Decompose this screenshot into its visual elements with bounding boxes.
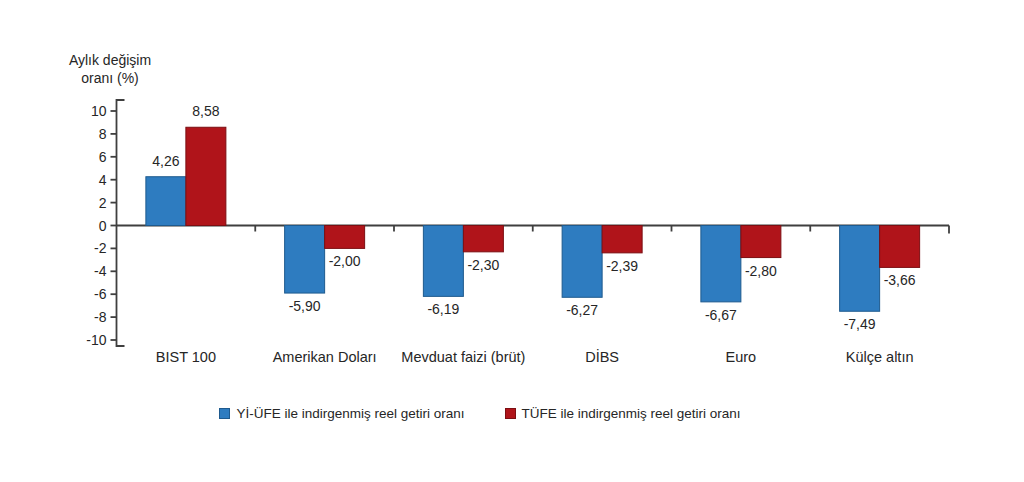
legend-swatch	[505, 408, 516, 419]
bar-value-label: -7,49	[844, 316, 876, 332]
x-axis-category-label: Amerikan Doları	[273, 349, 377, 365]
legend-label: Yİ-ÜFE ile indirgenmiş reel getiri oranı	[236, 406, 464, 421]
y-axis-tick-label: -8	[94, 309, 107, 325]
y-axis-tick-label: 2	[99, 195, 107, 211]
legend-item: TÜFE ile indirgenmiş reel getiri oranı	[505, 406, 741, 421]
y-axis-tick-label: 10	[91, 103, 107, 119]
bar-value-label: -2,39	[606, 258, 638, 274]
x-axis-category-label: BIST 100	[156, 349, 216, 365]
bar-value-label: -2,00	[329, 253, 361, 269]
bar-value-label: -6,19	[427, 301, 459, 317]
chart-legend: Yİ-ÜFE ile indirgenmiş reel getiri oranı…	[0, 406, 960, 421]
y-axis-tick-label: -6	[94, 286, 107, 302]
bar-series-1	[146, 177, 186, 226]
legend-label: TÜFE ile indirgenmiş reel getiri oranı	[522, 406, 741, 421]
bar-value-label: -2,80	[745, 263, 777, 279]
y-axis-tick-label: 0	[99, 218, 107, 234]
y-axis-tick-label: -2	[94, 240, 107, 256]
x-axis-category-label: Mevduat faizi (brüt)	[401, 349, 525, 365]
bar-value-label: -6,27	[566, 302, 598, 318]
bar-value-label: -2,30	[467, 257, 499, 273]
bar-series-1	[840, 226, 880, 312]
bar-series-1	[423, 226, 463, 297]
chart-figure: Aylık değişim oranı (%) 1086420-2-4-6-8-…	[0, 0, 1024, 482]
legend-item: Yİ-ÜFE ile indirgenmiş reel getiri oranı	[219, 406, 464, 421]
x-axis-category-label: Külçe altın	[846, 349, 914, 365]
bar-series-2	[880, 226, 920, 268]
bar-series-2	[602, 226, 642, 253]
x-axis-category-label: DİBS	[585, 348, 619, 365]
y-axis-tick-label: -10	[86, 332, 106, 348]
y-axis-tick-label: -4	[94, 263, 107, 279]
legend-swatch	[219, 408, 230, 419]
y-axis-line	[117, 100, 125, 346]
bar-series-1	[562, 226, 602, 298]
bar-value-label: 4,26	[152, 153, 179, 169]
bar-series-1	[285, 226, 325, 294]
bar-value-label: -6,67	[705, 307, 737, 323]
bar-series-2	[463, 226, 503, 252]
bar-value-label: 8,58	[192, 103, 219, 119]
bar-series-2	[186, 127, 226, 225]
x-axis-category-label: Euro	[726, 349, 757, 365]
y-axis-tick-label: 8	[99, 126, 107, 142]
bar-series-2	[741, 226, 781, 258]
bar-value-label: -3,66	[884, 272, 916, 288]
y-axis-tick-label: 4	[99, 172, 107, 188]
y-axis-tick-label: 6	[99, 149, 107, 165]
bar-value-label: -5,90	[289, 298, 321, 314]
bar-series-1	[701, 226, 741, 302]
bar-series-2	[325, 226, 365, 249]
